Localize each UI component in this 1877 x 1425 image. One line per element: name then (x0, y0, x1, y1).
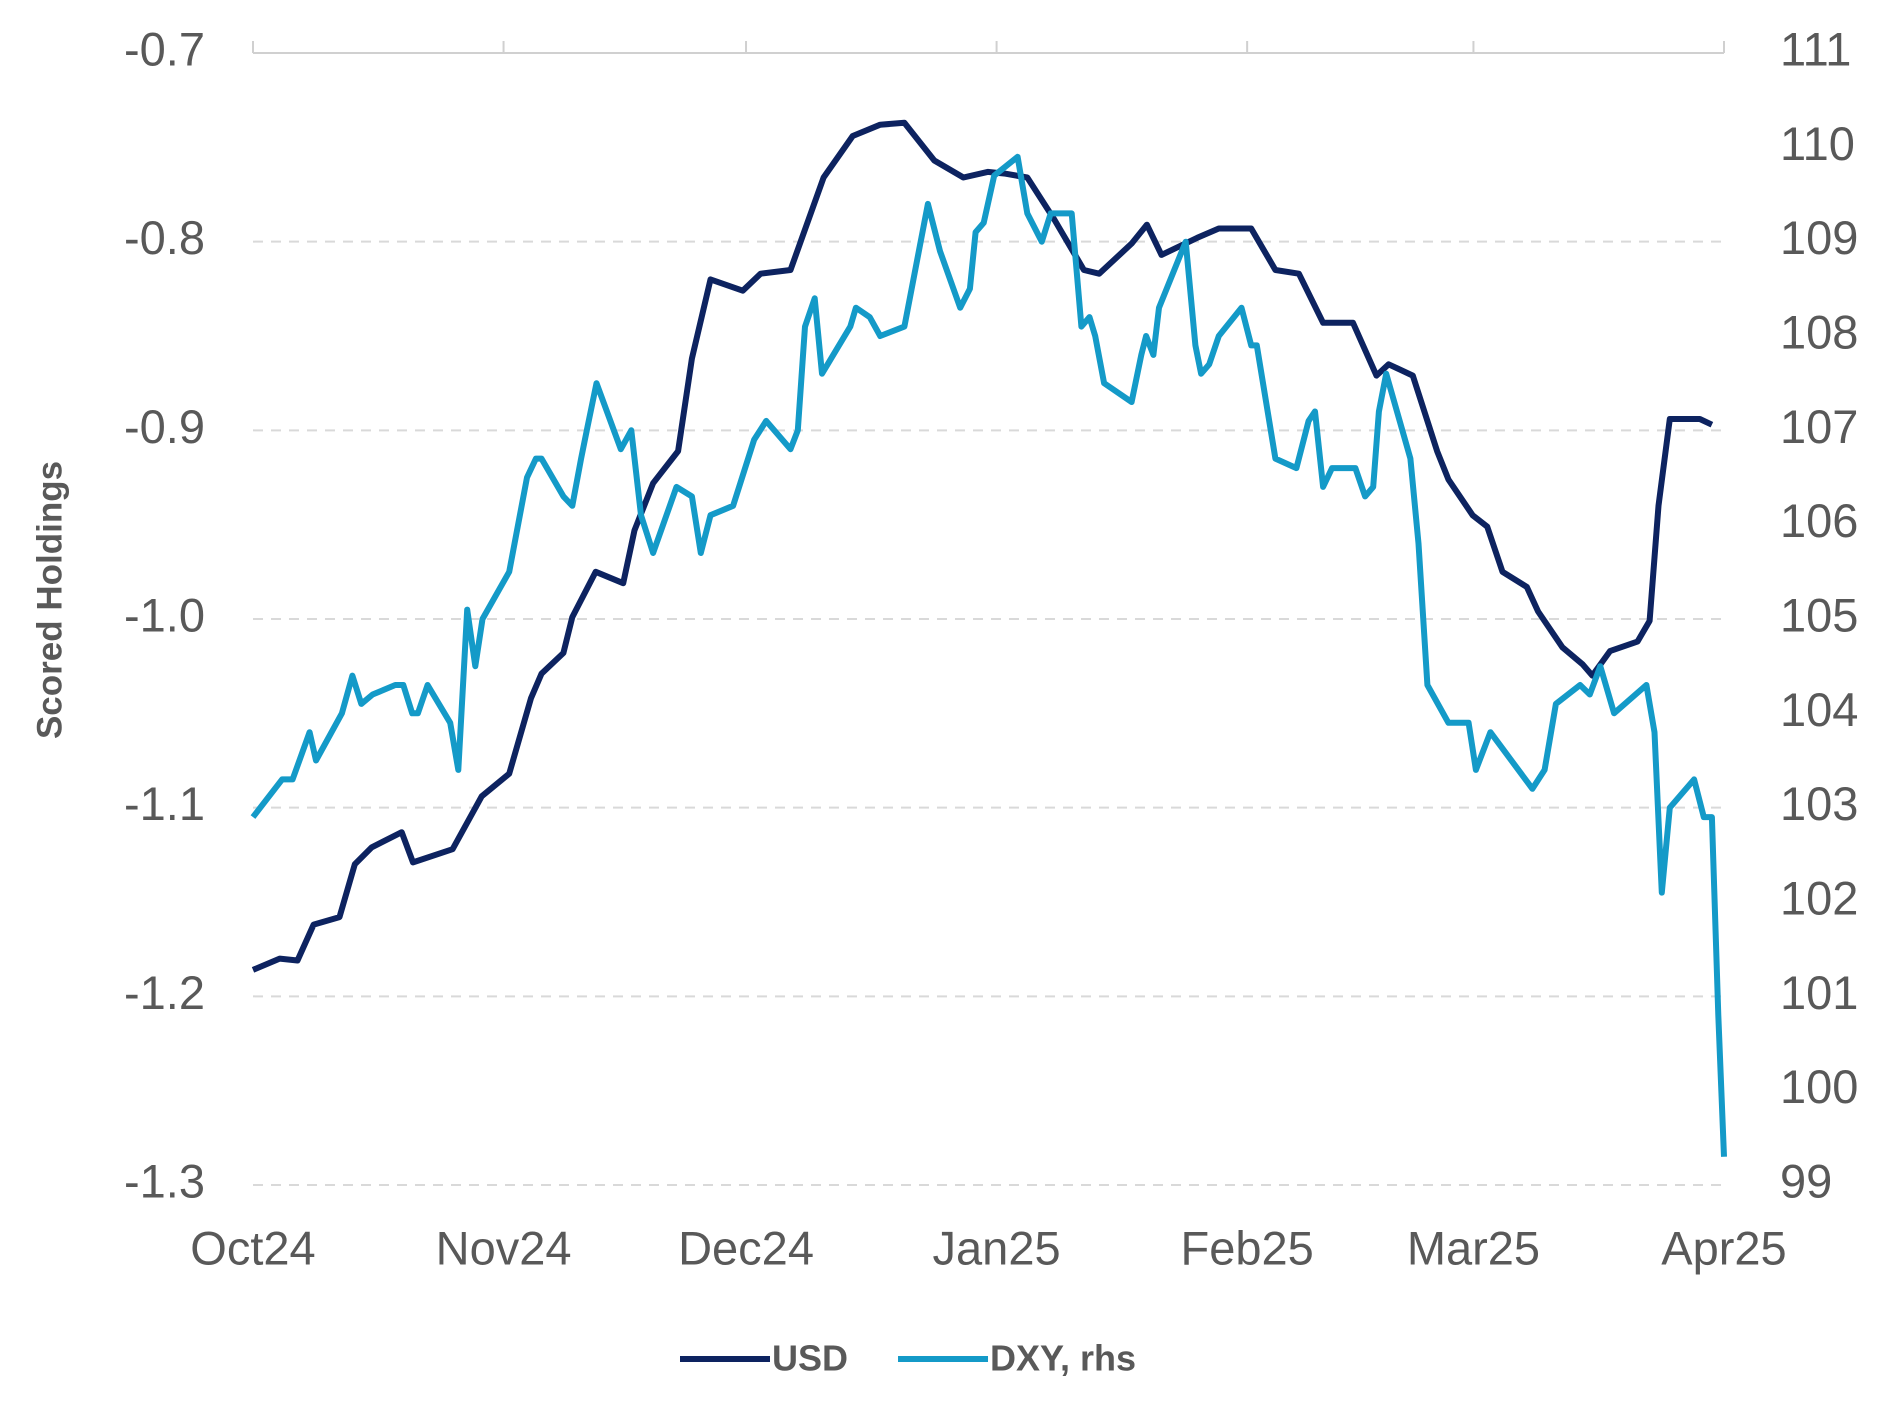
series-line (250, 153, 1727, 1157)
x-tick-label: Dec24 (678, 1221, 814, 1274)
x-tick-label: Mar25 (1407, 1221, 1540, 1274)
x-tick-label: Feb25 (1180, 1221, 1313, 1274)
y2-tick-label: 100 (1780, 1060, 1858, 1113)
y-tick-label: -1.1 (124, 777, 205, 830)
y-tick-label: -0.9 (124, 400, 205, 453)
y2-tick-label: 110 (1780, 117, 1855, 170)
y2-tick-label: 111 (1780, 22, 1851, 75)
y-tick-label: -1.2 (124, 966, 205, 1019)
y2-tick-label: 99 (1780, 1154, 1832, 1207)
y-axis-title: Scored Holdings (30, 461, 69, 739)
x-tick-label: Nov24 (436, 1221, 572, 1274)
legend-label: USD (772, 1338, 848, 1379)
legend-label: DXY, rhs (990, 1338, 1136, 1379)
y2-tick-label: 103 (1780, 777, 1858, 830)
y2-tick-label: 105 (1780, 588, 1858, 641)
x-tick-label: Oct24 (190, 1221, 315, 1274)
y2-tick-label: 102 (1780, 871, 1858, 924)
y-tick-label: -1.3 (124, 1154, 205, 1207)
y2-tick-label: 101 (1780, 966, 1858, 1019)
y-tick-label: -0.8 (124, 211, 205, 264)
y2-tick-label: 107 (1780, 400, 1858, 453)
x-tick-label: Apr25 (1661, 1221, 1786, 1274)
y-tick-label: -0.7 (124, 22, 205, 75)
y-tick-label: -1.0 (124, 588, 205, 641)
y2-tick-label: 108 (1780, 305, 1858, 358)
series-line (251, 119, 1714, 973)
y2-tick-label: 109 (1780, 211, 1858, 264)
y2-tick-label: 106 (1780, 494, 1858, 547)
y2-tick-label: 104 (1780, 683, 1858, 736)
x-tick-label: Jan25 (933, 1221, 1061, 1274)
